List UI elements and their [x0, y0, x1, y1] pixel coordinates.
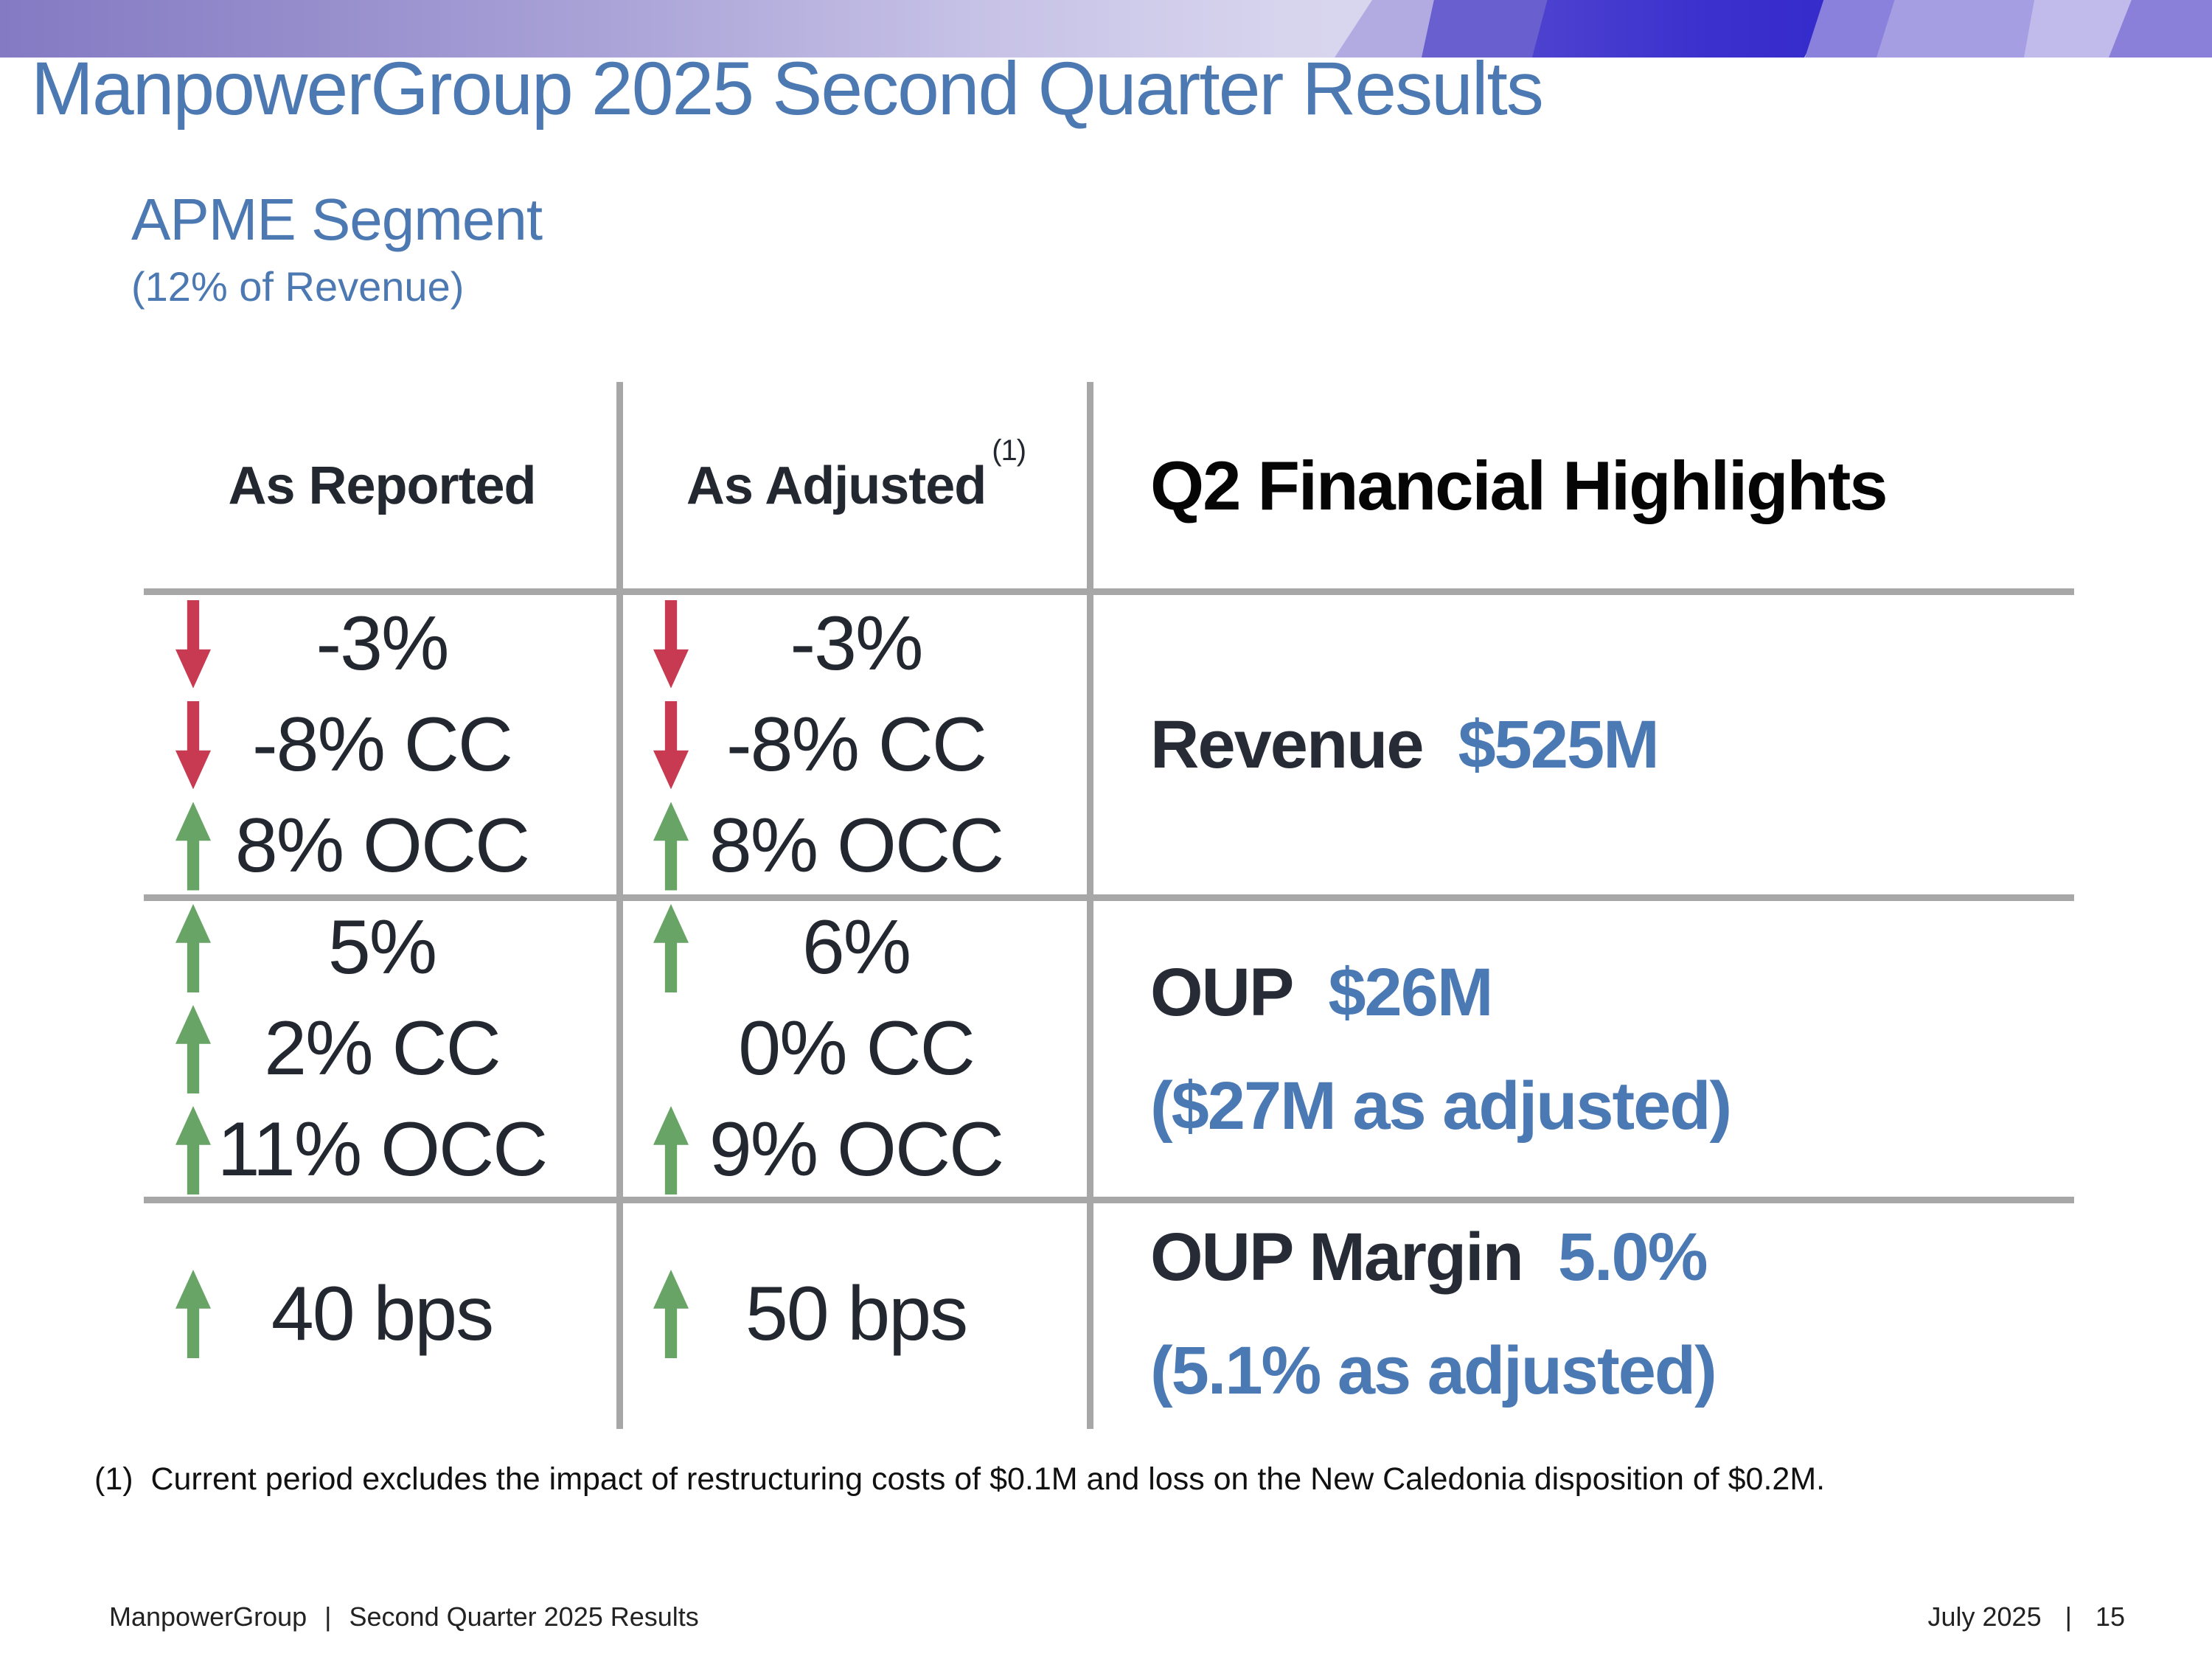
up-arrow-icon: [653, 801, 689, 891]
up-arrow-icon: [653, 904, 689, 992]
highlight-line: Revenue $525M: [1150, 696, 1660, 793]
metric-value: 5%: [327, 905, 437, 990]
top-decoration-band: [0, 0, 2212, 58]
footer-right: July 2025 | 15: [1927, 1601, 2125, 1632]
up-arrow-icon: [175, 1005, 211, 1093]
footer-separator: |: [2065, 1601, 2072, 1632]
footer-date: July 2025: [1927, 1601, 2042, 1632]
footer-separator: |: [324, 1601, 332, 1632]
header-as-reported-label: As Reported: [228, 456, 536, 515]
header-as-adjusted: As Adjusted (1): [625, 383, 1087, 588]
revenue-label: Revenue: [1150, 707, 1424, 782]
highlight-revenue-cell: Revenue $525M: [1150, 595, 1660, 894]
down-arrow-icon: [653, 700, 689, 790]
column-divider-1: [616, 382, 623, 1429]
metric-line: 40 bps: [147, 1203, 616, 1425]
metric-value: 2% CC: [264, 1006, 501, 1091]
metric-value: 40 bps: [271, 1271, 494, 1357]
metric-line: 2% CC: [147, 998, 616, 1099]
header-as-reported: As Reported: [147, 383, 616, 588]
highlight-line: OUP Margin 5.0%: [1150, 1208, 1716, 1306]
up-arrow-icon: [653, 1270, 689, 1358]
metric-line: 9% OCC: [625, 1099, 1087, 1200]
row-divider-3: [144, 1197, 2074, 1203]
metric-line: 8% OCC: [147, 796, 616, 897]
up-arrow-icon: [175, 1270, 211, 1358]
metric-value: 0% CC: [738, 1006, 975, 1091]
metric-value: 11% OCC: [217, 1107, 548, 1192]
footnote: (1) Current period excludes the impact o…: [94, 1461, 1826, 1497]
row-divider-1: [144, 588, 2074, 595]
oup-margin-adjusted-note: (5.1% as adjusted): [1150, 1333, 1717, 1408]
down-arrow-icon: [653, 599, 689, 689]
highlight-line: (5.1% as adjusted): [1150, 1322, 1717, 1419]
metric-line: -3%: [147, 594, 616, 695]
oup-label: OUP: [1150, 954, 1294, 1030]
metric-value: -3%: [316, 600, 450, 686]
highlight-oup-margin-cell: OUP Margin 5.0% (5.1% as adjusted): [1150, 1203, 1717, 1425]
as-reported-revenue-cell: -3% -8% CC 8% OCC: [147, 595, 616, 894]
segment-title: APME Segment: [131, 187, 543, 252]
up-arrow-icon: [175, 1106, 211, 1194]
highlight-oup-cell: OUP $26M ($27M as adjusted): [1150, 901, 1732, 1197]
metric-line: 5%: [147, 897, 616, 998]
metric-value: -8% CC: [251, 701, 513, 787]
as-adjusted-revenue-cell: -3% -8% CC 8% OCC: [625, 595, 1087, 894]
as-adjusted-oup-margin-cell: 50 bps: [625, 1203, 1087, 1425]
up-arrow-icon: [175, 801, 211, 891]
metric-line: 6%: [625, 897, 1087, 998]
down-arrow-icon: [175, 599, 211, 689]
oup-margin-label: OUP Margin: [1150, 1220, 1524, 1295]
metric-value: 8% OCC: [234, 802, 530, 888]
metric-line: 0% CC: [625, 998, 1087, 1099]
footer-brand: ManpowerGroup: [109, 1601, 307, 1632]
row-divider-2: [144, 894, 2074, 901]
footer-page-number: 15: [2095, 1601, 2125, 1632]
footnote-ref-superscript: (1): [992, 434, 1026, 467]
highlight-line: OUP $26M: [1150, 944, 1731, 1041]
metric-line: -8% CC: [147, 695, 616, 796]
footer-deck-title: Second Quarter 2025 Results: [349, 1601, 699, 1632]
metric-value: 9% OCC: [709, 1107, 1004, 1192]
metric-value: 50 bps: [745, 1271, 968, 1357]
header-q2-financial-highlights: Q2 Financial Highlights: [1150, 447, 1888, 524]
as-reported-oup-margin-cell: 40 bps: [147, 1203, 616, 1425]
as-reported-oup-cell: 5% 2% CC 11% OCC: [147, 901, 616, 1197]
metric-line: 8% OCC: [625, 796, 1087, 897]
highlight-line: ($27M as adjusted): [1150, 1057, 1732, 1155]
metric-line: -3%: [625, 594, 1087, 695]
band-wedge: [1532, 0, 1834, 58]
down-arrow-icon: [175, 700, 211, 790]
revenue-value: $525M: [1458, 707, 1660, 782]
header-as-adjusted-label: As Adjusted: [686, 456, 987, 515]
segment-subtitle: (12% of Revenue): [131, 263, 465, 310]
oup-adjusted-note: ($27M as adjusted): [1150, 1068, 1732, 1144]
page-title: ManpowerGroup 2025 Second Quarter Result…: [31, 46, 1544, 131]
metric-line: 50 bps: [625, 1203, 1087, 1425]
column-divider-2: [1087, 382, 1093, 1429]
oup-value: $26M: [1328, 954, 1493, 1030]
oup-margin-value: 5.0%: [1557, 1220, 1708, 1295]
as-adjusted-oup-cell: 6% 0% CC 9% OCC: [625, 901, 1087, 1197]
metric-value: 6%: [801, 905, 911, 990]
metric-line: 11% OCC: [147, 1099, 616, 1200]
up-arrow-icon: [653, 1106, 689, 1194]
metric-line: -8% CC: [625, 695, 1087, 796]
metric-value: -3%: [790, 600, 924, 686]
footer-left: ManpowerGroup | Second Quarter 2025 Result…: [109, 1601, 699, 1632]
up-arrow-icon: [175, 904, 211, 992]
metric-value: -8% CC: [726, 701, 987, 787]
metric-value: 8% OCC: [709, 802, 1004, 888]
